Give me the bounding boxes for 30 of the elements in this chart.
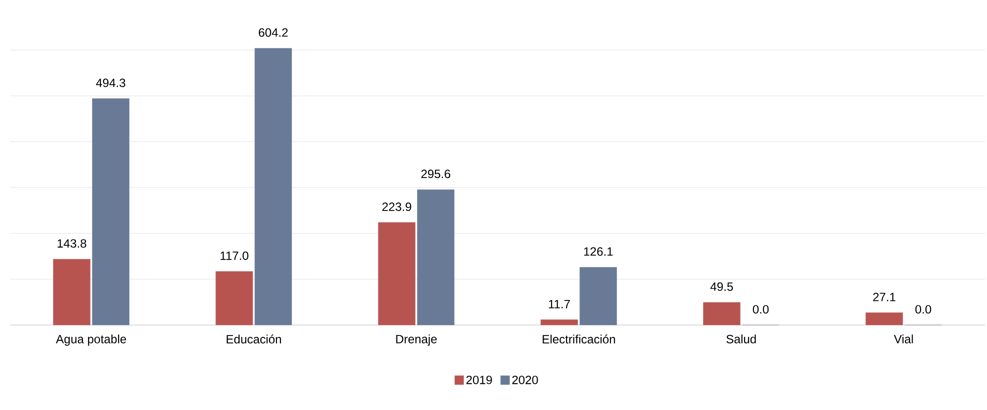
data-label: 143.8 — [58, 239, 86, 248]
data-label: 49.5 — [710, 282, 733, 291]
bar — [53, 259, 90, 326]
bar — [866, 312, 903, 326]
legend-label: 2019 — [466, 376, 492, 384]
data-label: 27.1 — [873, 292, 896, 302]
data-label: 126.1 — [584, 247, 613, 256]
data-label: 0.0 — [752, 305, 769, 314]
x-tick-label: Educación — [226, 334, 281, 344]
bar — [580, 267, 617, 326]
bar — [417, 189, 454, 326]
data-label: 604.2 — [258, 28, 288, 37]
data-label: 494.3 — [96, 78, 126, 88]
bar — [92, 98, 130, 326]
data-label: 11.7 — [548, 300, 570, 308]
x-tick-label: Salud — [726, 334, 756, 344]
x-tick-label: Agua potable — [56, 334, 126, 346]
data-label: 0.0 — [915, 305, 932, 314]
data-label: 295.6 — [421, 170, 450, 178]
x-tick-label: Electrificación — [542, 334, 615, 344]
legend-label: 2020 — [512, 376, 538, 384]
bar — [540, 320, 578, 326]
data-label: 223.9 — [382, 202, 412, 211]
bar — [254, 48, 292, 326]
bar — [216, 271, 253, 326]
x-tick-label: Vial — [894, 334, 913, 344]
data-label: 117.0 — [220, 251, 248, 260]
bar — [378, 222, 416, 326]
x-tick-label: Drenaje — [396, 334, 437, 346]
bar — [703, 302, 740, 326]
